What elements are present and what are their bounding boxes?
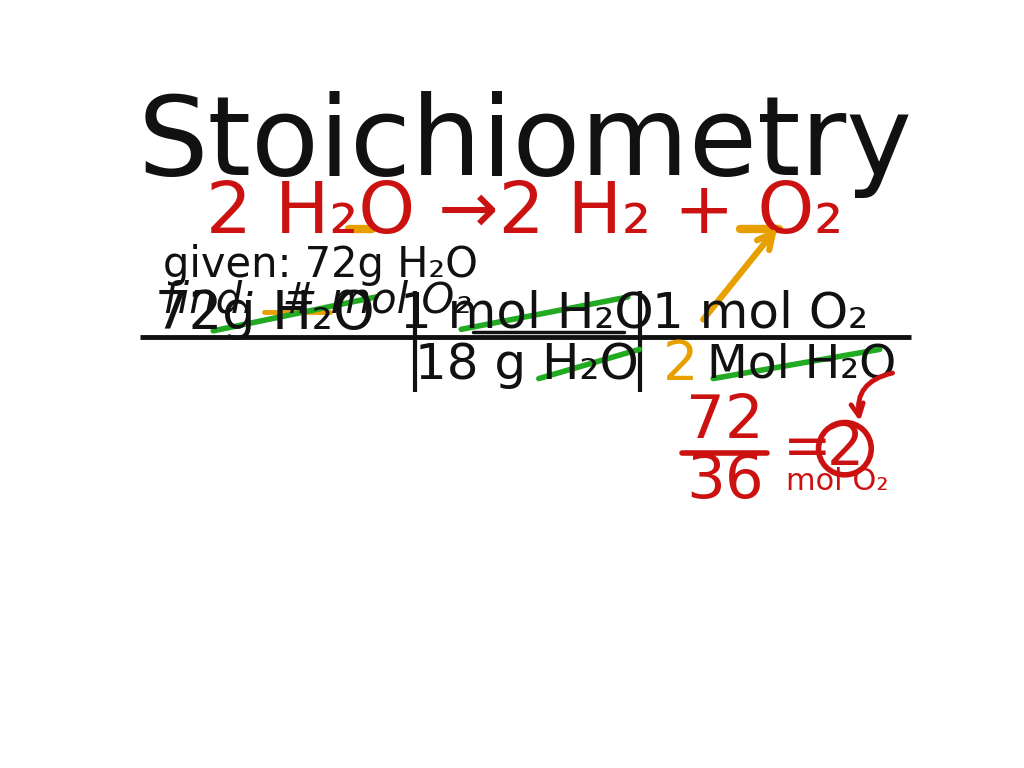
Text: 18 g H₂O: 18 g H₂O xyxy=(416,341,639,389)
Text: given: 72g H₂O: given: 72g H₂O xyxy=(163,244,478,286)
Text: find:  # mol O₂: find: # mol O₂ xyxy=(163,279,471,321)
Text: 2: 2 xyxy=(663,338,698,392)
Text: mol O₂: mol O₂ xyxy=(785,466,889,495)
Text: 1 mol H₂O: 1 mol H₂O xyxy=(400,290,654,338)
Text: 72g H₂O: 72g H₂O xyxy=(155,288,375,340)
Text: Mol H₂O: Mol H₂O xyxy=(692,343,896,387)
Text: 1 mol O₂: 1 mol O₂ xyxy=(651,290,867,338)
Text: 36: 36 xyxy=(686,452,764,511)
Text: 2 H₂O →2 H₂ + O₂: 2 H₂O →2 H₂ + O₂ xyxy=(206,179,844,248)
Text: 2: 2 xyxy=(826,420,863,477)
Text: 72: 72 xyxy=(686,392,764,452)
Text: =: = xyxy=(783,420,831,477)
Text: Stoichiometry: Stoichiometry xyxy=(137,91,912,198)
